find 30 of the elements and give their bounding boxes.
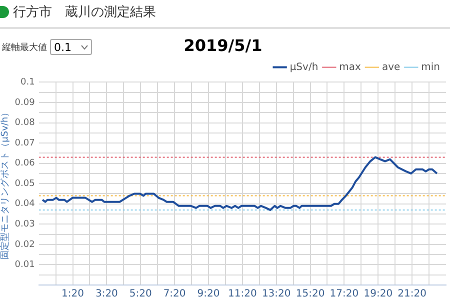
y-tick-label: 0.04 bbox=[14, 199, 36, 210]
x-tick-label: 17:20 bbox=[330, 288, 359, 300]
x-tick-label: 7:20 bbox=[163, 288, 186, 300]
y-tick-label: 0.03 bbox=[14, 220, 35, 230]
y-axis-title: 固定型モニタリングポスト（μSv/h） bbox=[0, 108, 11, 260]
y-tick-label: 0.05 bbox=[14, 178, 35, 189]
chart-title: 行方市 蔵川の測定結果 bbox=[13, 4, 156, 21]
x-tick-label: 11:20 bbox=[228, 288, 257, 300]
x-tick-label: 13:20 bbox=[262, 288, 291, 300]
x-tick-label: 5:20 bbox=[129, 288, 152, 300]
y-tick-label: 0.1 bbox=[20, 78, 35, 88]
x-tick-label: 9:20 bbox=[197, 288, 220, 300]
x-tick-label: 21:20 bbox=[398, 288, 426, 300]
y-tick-label: 0.02 bbox=[14, 240, 35, 250]
x-tick-label: 19:20 bbox=[364, 288, 393, 300]
dropdown: 0.1 bbox=[50, 39, 92, 55]
legend-label: max bbox=[339, 62, 362, 73]
y-tick-label: 0.06 bbox=[14, 158, 36, 169]
text: 縦軸最大値 bbox=[2, 42, 47, 54]
x-tick-label: 1:20 bbox=[62, 288, 84, 300]
y-tick-label: 0.01 bbox=[14, 260, 35, 270]
x-tick-label: 15:20 bbox=[296, 288, 325, 300]
y-tick-label: 0.08 bbox=[14, 118, 36, 128]
chart-subtitle: 2019/5/1 bbox=[184, 36, 262, 55]
y-tick-label: 0.09 bbox=[14, 98, 36, 108]
legend-label: ave bbox=[382, 62, 400, 73]
legend-label: μSv/h bbox=[290, 62, 318, 73]
legend-label: min bbox=[421, 62, 440, 73]
x-tick-label: 3:20 bbox=[95, 288, 118, 300]
y-tick-label: 0.07 bbox=[14, 138, 35, 148]
